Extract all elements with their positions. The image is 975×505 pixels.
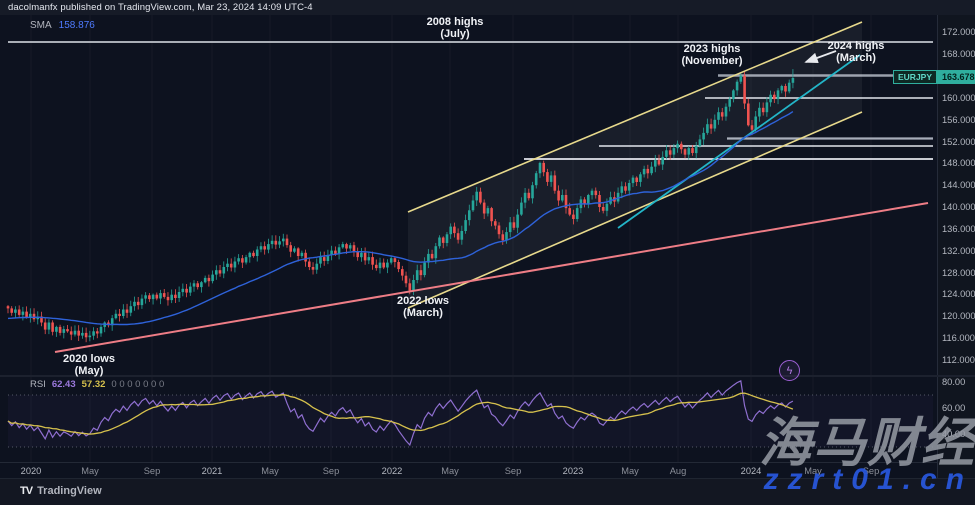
pink-trendline[interactable]	[54, 202, 929, 353]
time-axis-label: Sep	[322, 466, 340, 476]
time-axis-label: May	[804, 466, 822, 476]
rsi-legend[interactable]: RSI 62.43 57.32 0 0 0 0 0 0 0	[30, 379, 164, 390]
publish-note: dacolmanfx published on TradingView.com,…	[8, 2, 313, 13]
channel-upper-line[interactable]	[407, 21, 863, 213]
watermark-url: zzrt01.cn	[763, 463, 973, 496]
annotation-text: 2008 highs	[426, 16, 484, 28]
price-axis[interactable]: 172.000 168.000 160.000 156.000 152.000 148.0…	[937, 0, 975, 478]
time-axis-label: Aug	[669, 466, 687, 476]
price-axis-label: 60.00	[942, 403, 966, 413]
annotation-text: 2022 lows	[397, 295, 449, 307]
time-axis-label: May	[261, 466, 279, 476]
time-axis-label: Sep	[862, 466, 880, 476]
price-axis-label: 128.000	[942, 268, 975, 278]
channel-fill	[408, 22, 862, 308]
annotation-text: 2024 highs	[827, 40, 885, 52]
price-axis-label: 156.000	[942, 115, 975, 125]
rsi-ma-legend-value: 57.32	[81, 379, 106, 390]
annotation-text: (July)	[440, 28, 470, 40]
annotation-2023-highs: 2023 highs (November)	[681, 43, 742, 67]
rsi-legend-label: RSI	[30, 379, 46, 390]
sma-legend-value: 158.876	[58, 20, 95, 31]
footer-bar: TV TradingView	[0, 478, 975, 505]
annotation-text: (May)	[74, 365, 104, 377]
time-axis-label: May	[81, 466, 99, 476]
arrow-2024-high	[804, 50, 837, 64]
rsi-line	[7, 380, 794, 447]
time-axis-label: 2021	[201, 466, 223, 476]
price-axis-label: 172.000	[942, 27, 975, 37]
last-price-value: 163.678	[937, 70, 975, 84]
time-axis-label: Sep	[143, 466, 161, 476]
price-axis-label: 124.000	[942, 289, 975, 299]
price-axis-label: 160.000	[942, 93, 975, 103]
price-axis-label: 152.000	[942, 137, 975, 147]
rsi-legend-value: 62.43	[51, 379, 76, 390]
time-axis-label: 2020	[20, 466, 42, 476]
time-axis-label: Sep	[504, 466, 522, 476]
price-axis-label: 116.000	[942, 333, 975, 343]
annotation-text: (November)	[681, 55, 743, 67]
price-scale-panel[interactable]	[937, 15, 975, 478]
time-axis-label: 2023	[562, 466, 584, 476]
price-axis-label: 136.000	[942, 224, 975, 234]
annotation-text: (March)	[403, 307, 443, 319]
annotation-2020-lows: 2020 lows (May)	[63, 353, 115, 377]
title-bar: dacolmanfx published on TradingView.com,…	[0, 0, 975, 15]
price-axis-label: 144.000	[942, 180, 975, 190]
channel-lower-line[interactable]	[407, 111, 863, 309]
time-axis-label: 2024	[740, 466, 762, 476]
annotation-text: (March)	[836, 52, 876, 64]
annotation-2024-highs: 2024 highs (March)	[828, 40, 885, 64]
boost-button[interactable]: ϟ	[779, 360, 800, 381]
time-axis-label: 2022	[381, 466, 403, 476]
time-axis[interactable]: 2020 May Sep 2021 May Sep 2022 May Sep 2023 May Aug…	[0, 462, 937, 479]
lightning-icon: ϟ	[786, 364, 793, 377]
sma-legend[interactable]: SMA 158.876	[30, 20, 95, 31]
annotation-2022-lows: 2022 lows (March)	[397, 295, 449, 319]
time-axis-label: May	[441, 466, 459, 476]
sma-line	[7, 111, 794, 326]
candlestick-series	[6, 69, 795, 343]
time-axis-label: May	[621, 466, 639, 476]
annotation-2008-highs: 2008 highs (July)	[427, 16, 484, 40]
annotation-text: 2023 highs	[683, 43, 741, 55]
watermark-cn: 海马财经	[759, 414, 975, 473]
price-axis-label: 40.00	[942, 429, 966, 439]
rsi-legend-args: 0 0 0 0 0 0 0	[111, 379, 165, 390]
rsi-ma-line	[7, 392, 794, 435]
price-axis-label: 80.00	[942, 377, 966, 387]
symbol-label: EURJPY	[893, 70, 938, 84]
tradingview-logo[interactable]: TV TradingView	[20, 485, 102, 497]
last-price-badge: EURJPY 163.678	[893, 70, 975, 84]
tradingview-logo-text: TradingView	[37, 485, 102, 497]
price-axis-label: 120.000	[942, 311, 975, 321]
price-axis-label: 132.000	[942, 246, 975, 256]
sma-legend-label: SMA	[30, 20, 52, 31]
tradingview-logo-icon: TV	[20, 485, 33, 497]
price-axis-label: 148.000	[942, 158, 975, 168]
price-axis-label: 112.000	[942, 355, 975, 365]
annotation-text: 2020 lows	[63, 353, 115, 365]
price-axis-label: 168.000	[942, 49, 975, 59]
price-axis-label: 140.000	[942, 202, 975, 212]
